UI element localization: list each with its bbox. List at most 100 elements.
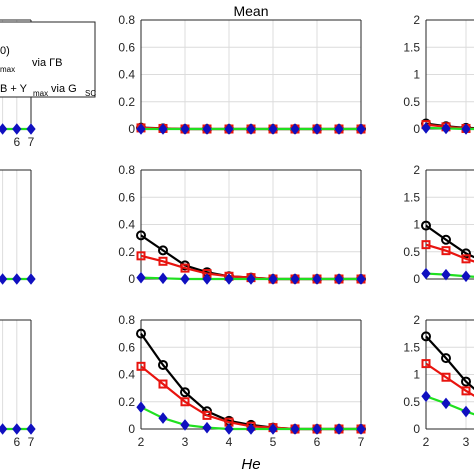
data-point-red	[461, 254, 471, 264]
panel-row3-col2: 0 0.2 0.4 0.6 0.8 2 3 4 5 6 7	[118, 313, 366, 449]
legend-line-1: 0)	[0, 45, 10, 57]
data-point-green	[290, 423, 300, 435]
data-point-black	[441, 234, 451, 245]
data-point-green	[268, 273, 278, 285]
data-point-green	[290, 273, 300, 285]
data-point-green	[180, 273, 190, 285]
data-point-green	[421, 122, 431, 134]
data-point-red	[180, 263, 190, 273]
data-point-green	[26, 423, 36, 435]
data-point-green	[290, 123, 300, 135]
data-point-green	[180, 419, 190, 431]
data-point-green	[224, 273, 234, 285]
data-point-red	[158, 256, 168, 266]
legend-line-2-sub: max	[0, 65, 15, 74]
y-tick-label: 0.8	[118, 313, 135, 327]
data-point-green	[268, 423, 278, 435]
x-tick-label: 3	[182, 435, 189, 449]
data-point-green	[356, 273, 366, 285]
x-tick-label: 6	[314, 435, 321, 449]
y-tick-label: 0	[128, 122, 135, 136]
x-axis-label: He	[241, 456, 260, 473]
data-point-green	[334, 123, 344, 135]
data-point-green	[268, 123, 278, 135]
data-point-green	[0, 273, 8, 285]
y-tick-label: 0.2	[118, 95, 135, 109]
y-tick-label: 0.8	[118, 163, 135, 177]
data-point-green	[334, 273, 344, 285]
y-tick-label: 0.2	[118, 395, 135, 409]
data-point-red	[441, 372, 451, 382]
data-point-black	[158, 245, 168, 256]
data-point-green	[421, 390, 431, 403]
panels: 6 700.20.40.60.800.511.5200.20.40.60.800.…	[0, 13, 474, 449]
data-point-green	[356, 123, 366, 135]
data-point-black	[441, 353, 451, 364]
legend-line-3-mid: via G	[51, 83, 77, 95]
data-point-green	[0, 423, 8, 435]
data-point-black	[461, 248, 471, 259]
data-point-red	[461, 386, 471, 396]
y-tick-label: 0	[413, 422, 420, 436]
column-title: Mean	[233, 3, 268, 19]
y-tick-label: 1.5	[403, 340, 420, 354]
data-point-black	[421, 331, 431, 342]
data-point-green	[158, 123, 168, 135]
data-point-black	[180, 387, 190, 398]
data-point-red	[180, 397, 190, 407]
y-tick-label: 0	[413, 122, 420, 136]
data-point-black	[461, 376, 471, 387]
data-point-green	[26, 123, 36, 135]
data-point-green	[441, 122, 451, 135]
series-line-red	[425, 243, 474, 263]
data-point-green	[12, 123, 22, 135]
series-line-red	[425, 362, 474, 397]
data-point-black	[158, 359, 168, 370]
x-tick-label: 7	[358, 435, 365, 449]
panel-row2-col3: 0 0.5 1 1.5 2	[403, 163, 474, 286]
data-point-green	[158, 412, 168, 424]
data-point-green	[461, 270, 471, 283]
y-tick-label: 0.6	[118, 340, 135, 354]
panel-row1-col2: 0 0.2 0.4 0.6 0.8	[118, 13, 366, 136]
y-tick-label: 0.4	[118, 368, 135, 382]
data-point-red	[158, 379, 168, 389]
data-point-black	[136, 328, 146, 339]
x-tick-label: 3	[463, 435, 470, 449]
legend-line-3: B + Y	[0, 83, 28, 95]
data-point-red	[441, 246, 451, 256]
y-tick-label: 0	[128, 272, 135, 286]
data-point-green	[136, 271, 146, 284]
series-line-black	[425, 335, 474, 391]
x-tick-label: 6	[13, 135, 20, 149]
data-point-green	[180, 123, 190, 135]
data-point-green	[224, 123, 234, 135]
y-tick-label: 2	[413, 313, 420, 327]
data-point-black	[136, 230, 146, 241]
y-tick-label: 1	[413, 68, 420, 82]
data-point-red	[136, 251, 146, 261]
y-tick-label: 0.4	[118, 68, 135, 82]
series-line-black	[425, 224, 474, 259]
y-tick-label: 0.5	[403, 95, 420, 109]
data-point-green	[461, 123, 471, 135]
y-tick-label: 0.5	[403, 395, 420, 409]
x-tick-label: 2	[423, 435, 430, 449]
y-tick-label: 1	[413, 218, 420, 232]
data-point-green	[0, 123, 8, 135]
x-tick-label: 2	[138, 435, 145, 449]
legend-line-2: via ГВ	[32, 57, 62, 69]
data-point-green	[421, 267, 431, 280]
panel-row2-col1	[0, 169, 36, 285]
data-point-green	[441, 268, 451, 281]
data-point-red	[202, 410, 212, 420]
y-tick-label: 1	[413, 368, 420, 382]
x-tick-label: 6	[13, 435, 20, 449]
data-point-green	[312, 123, 322, 135]
data-point-green	[334, 423, 344, 435]
panel-row1-col3: 0 0.5 1 1.5 2	[403, 13, 474, 136]
panel-row2-col2: 0 0.2 0.4 0.6 0.8	[118, 163, 366, 286]
data-point-green	[12, 423, 22, 435]
data-point-black	[421, 220, 431, 231]
